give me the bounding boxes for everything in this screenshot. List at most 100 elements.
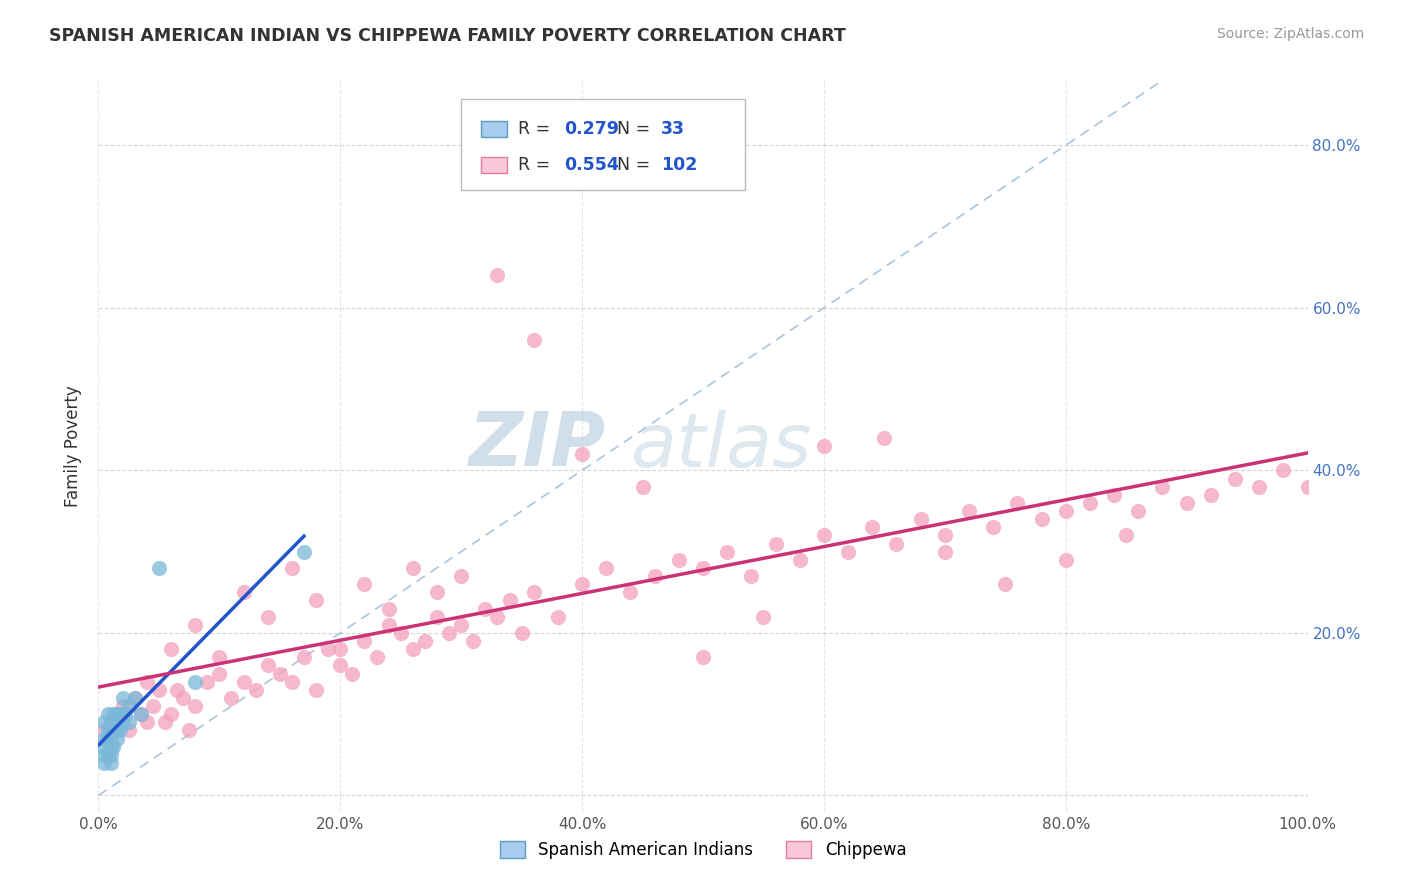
Point (100, 715, 122, 730)
Point (437, 626, 460, 640)
Point (100, 715, 122, 730)
Text: SPANISH AMERICAN INDIAN VS CHIPPEWA FAMILY POVERTY CORRELATION CHART: SPANISH AMERICAN INDIAN VS CHIPPEWA FAMI… (49, 27, 846, 45)
Point (93, 723, 115, 738)
Point (860, 520, 883, 534)
Point (595, 561, 617, 575)
Point (100, 731, 122, 746)
Point (208, 666, 231, 681)
Point (329, 658, 352, 673)
Text: R =: R = (517, 156, 555, 174)
Point (105, 707, 128, 722)
FancyBboxPatch shape (461, 99, 745, 190)
Point (619, 585, 641, 599)
Point (292, 650, 315, 665)
Point (97, 747, 120, 762)
Point (148, 682, 170, 697)
Point (523, 585, 546, 599)
Point (208, 650, 231, 665)
Point (873, 431, 896, 445)
Point (124, 690, 146, 705)
Point (366, 650, 388, 665)
Point (402, 561, 425, 575)
Text: 33: 33 (661, 120, 685, 138)
Point (118, 715, 141, 730)
Point (292, 544, 315, 558)
Point (1175, 496, 1198, 510)
Point (426, 609, 449, 624)
Point (129, 707, 152, 722)
Point (765, 536, 787, 550)
Point (148, 561, 170, 575)
Point (221, 690, 243, 705)
Point (97, 731, 120, 746)
Point (166, 682, 188, 697)
Point (101, 707, 124, 722)
Text: N =: N = (617, 120, 657, 138)
Point (510, 626, 533, 640)
Legend: Spanish American Indians, Chippewa: Spanish American Indians, Chippewa (494, 834, 912, 865)
Point (184, 617, 207, 632)
Point (752, 609, 775, 624)
Point (135, 674, 157, 689)
Point (813, 528, 835, 542)
Point (1249, 480, 1271, 494)
Point (105, 723, 128, 738)
Point (1296, 480, 1319, 494)
Point (100, 739, 122, 754)
Point (124, 690, 146, 705)
Text: 102: 102 (661, 156, 697, 174)
Point (232, 585, 254, 599)
Point (184, 699, 207, 714)
FancyBboxPatch shape (481, 157, 508, 173)
Point (668, 553, 690, 567)
Text: R =: R = (517, 120, 555, 138)
Point (450, 617, 472, 632)
Point (281, 674, 304, 689)
Point (1102, 488, 1125, 502)
Point (981, 520, 1004, 534)
Point (111, 715, 134, 730)
Text: ZIP: ZIP (470, 409, 606, 483)
Point (129, 707, 152, 722)
Point (329, 642, 352, 657)
Point (97, 707, 120, 722)
Point (1031, 512, 1053, 526)
Point (93, 756, 115, 770)
Point (111, 690, 134, 705)
Point (789, 553, 811, 567)
Point (195, 674, 218, 689)
Point (498, 593, 520, 607)
Point (316, 642, 339, 657)
Point (934, 544, 956, 558)
Point (172, 690, 194, 705)
Point (153, 715, 176, 730)
Text: atlas: atlas (630, 410, 811, 482)
Point (281, 561, 304, 575)
Point (93, 731, 115, 746)
Point (413, 634, 436, 648)
Point (184, 674, 207, 689)
Point (100, 747, 122, 762)
Point (305, 593, 328, 607)
Point (1115, 528, 1137, 542)
Point (692, 650, 714, 665)
Point (571, 577, 593, 591)
Point (93, 747, 115, 762)
Point (547, 609, 569, 624)
Point (245, 682, 267, 697)
Point (957, 504, 980, 518)
Point (114, 707, 136, 722)
Point (135, 715, 157, 730)
Point (142, 699, 165, 714)
Text: Source: ZipAtlas.com: Source: ZipAtlas.com (1216, 27, 1364, 41)
Point (1223, 471, 1246, 485)
Point (474, 601, 496, 615)
Point (450, 569, 472, 583)
Text: 0.279: 0.279 (564, 120, 619, 138)
Point (402, 642, 425, 657)
Point (1128, 504, 1150, 518)
Point (1152, 480, 1174, 494)
Point (111, 699, 134, 714)
Point (463, 634, 485, 648)
Point (740, 569, 762, 583)
